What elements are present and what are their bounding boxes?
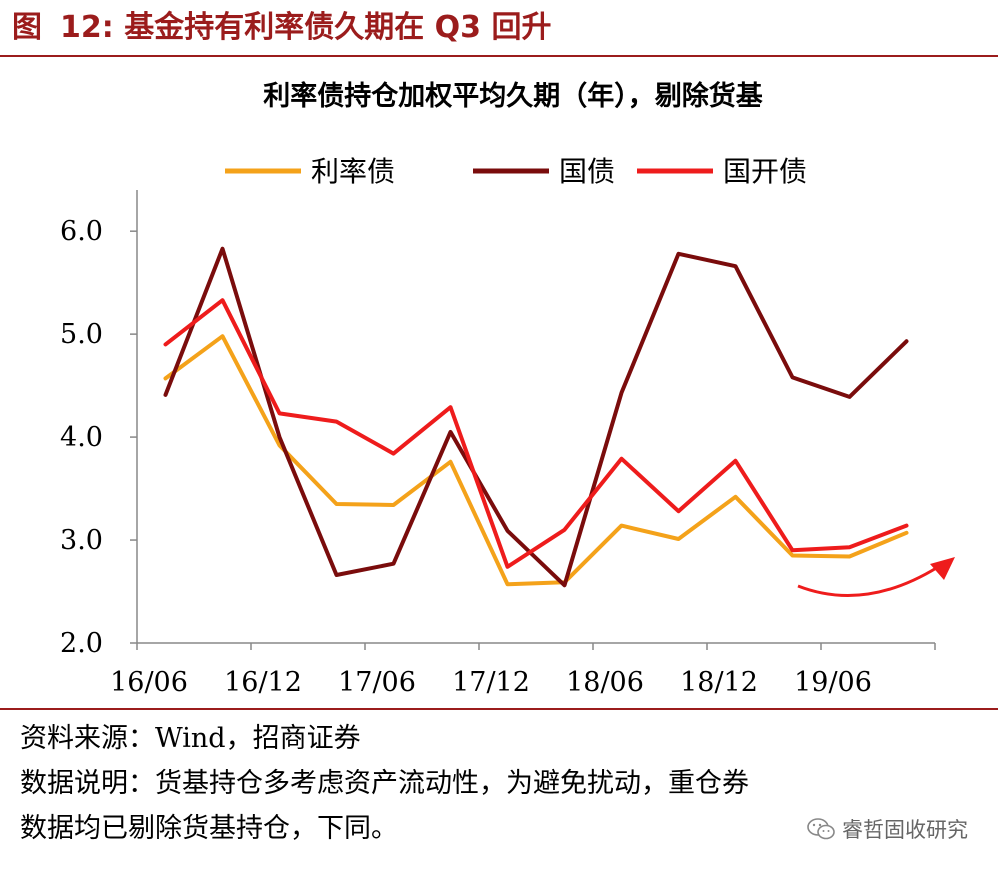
series-line-3 — [163, 298, 909, 569]
notes: 资料来源：Wind，招商证券 数据说明：货基持仓多考虑资产流动性，为避免扰动，重… — [20, 716, 980, 851]
figure-label: 图 — [12, 10, 42, 45]
x-tick-label: 18/06 — [566, 667, 644, 698]
y-tick-label: 2.0 — [60, 628, 103, 659]
chart-title: 利率债持仓加权平均久期（年），剔除货基 — [263, 80, 763, 112]
x-ticks: 16/06 16/12 17/06 17/12 18/06 18/12 19/06 — [110, 643, 936, 698]
legend-label: 国债 — [559, 155, 615, 188]
legend-label: 利率债 — [311, 155, 395, 188]
title-rule — [0, 55, 998, 57]
figure-number: 12: — [60, 10, 114, 45]
x-tick-label: 16/06 — [110, 667, 188, 698]
y-tick-label: 5.0 — [60, 319, 103, 350]
bottom-rule — [0, 708, 998, 710]
x-tick-label: 16/12 — [224, 667, 302, 698]
data-note-line2: 数据均已剔除货基持仓，下同。 — [20, 813, 398, 844]
y-tick-label: 4.0 — [60, 422, 103, 453]
data-note-line1: 数据说明：货基持仓多考虑资产流动性，为避免扰动，重仓券 — [20, 768, 749, 799]
figure-heading: 基金持有利率债久期在 Q3 回升 — [124, 10, 552, 45]
series-lines — [163, 246, 909, 588]
watermark: 睿哲固收研究 — [806, 814, 968, 844]
arrow-head — [930, 557, 955, 580]
upward-arrow — [797, 565, 939, 597]
legend-label: 国开债 — [723, 155, 807, 188]
watermark-text: 睿哲固收研究 — [842, 818, 968, 842]
figure-title: 图 12: 基金持有利率债久期在 Q3 回升 — [12, 6, 551, 50]
y-tick-label: 3.0 — [60, 525, 103, 556]
y-tick-label: 6.0 — [60, 216, 103, 247]
x-tick-label: 19/06 — [794, 667, 872, 698]
line-chart: 利率债持仓加权平均久期（年），剔除货基 利率债 国债 国开债 2.0 3.0 4.0 5.… — [60, 80, 955, 698]
x-tick-label: 17/06 — [338, 667, 416, 698]
y-ticks: 2.0 3.0 4.0 5.0 6.0 — [60, 216, 137, 659]
legend: 利率债 国债 国开债 — [225, 155, 807, 188]
series-line-2 — [163, 246, 909, 588]
x-tick-label: 18/12 — [680, 667, 758, 698]
x-tick-label: 17/12 — [452, 667, 530, 698]
wechat-icon — [807, 818, 835, 840]
source-note: 资料来源：Wind，招商证券 — [20, 723, 361, 754]
